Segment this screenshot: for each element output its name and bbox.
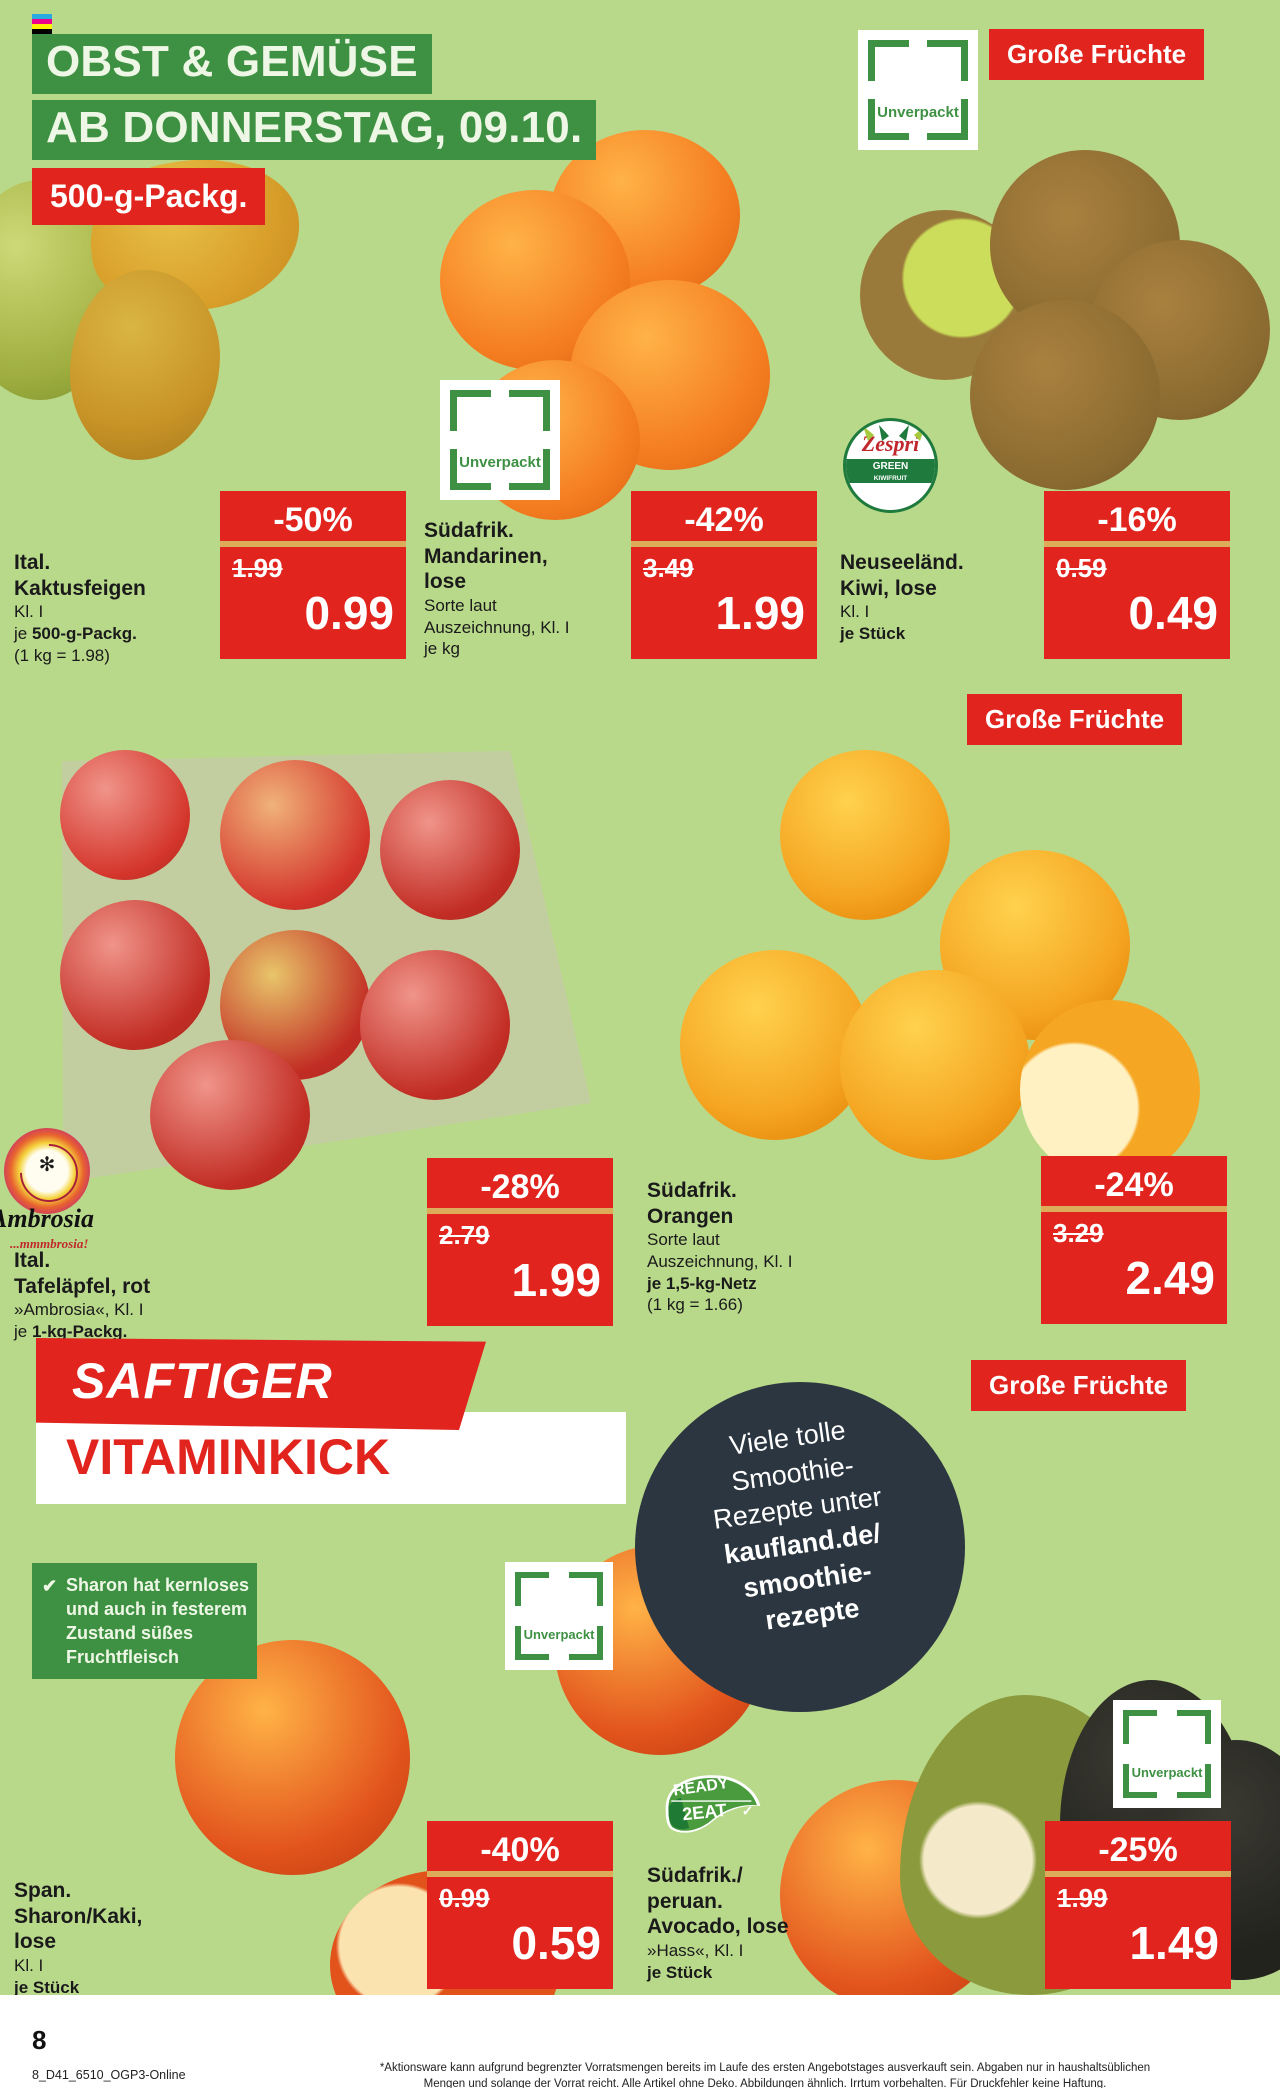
svg-text:✓: ✓ (742, 1803, 754, 1819)
svg-text:2EAT: 2EAT (681, 1800, 727, 1825)
